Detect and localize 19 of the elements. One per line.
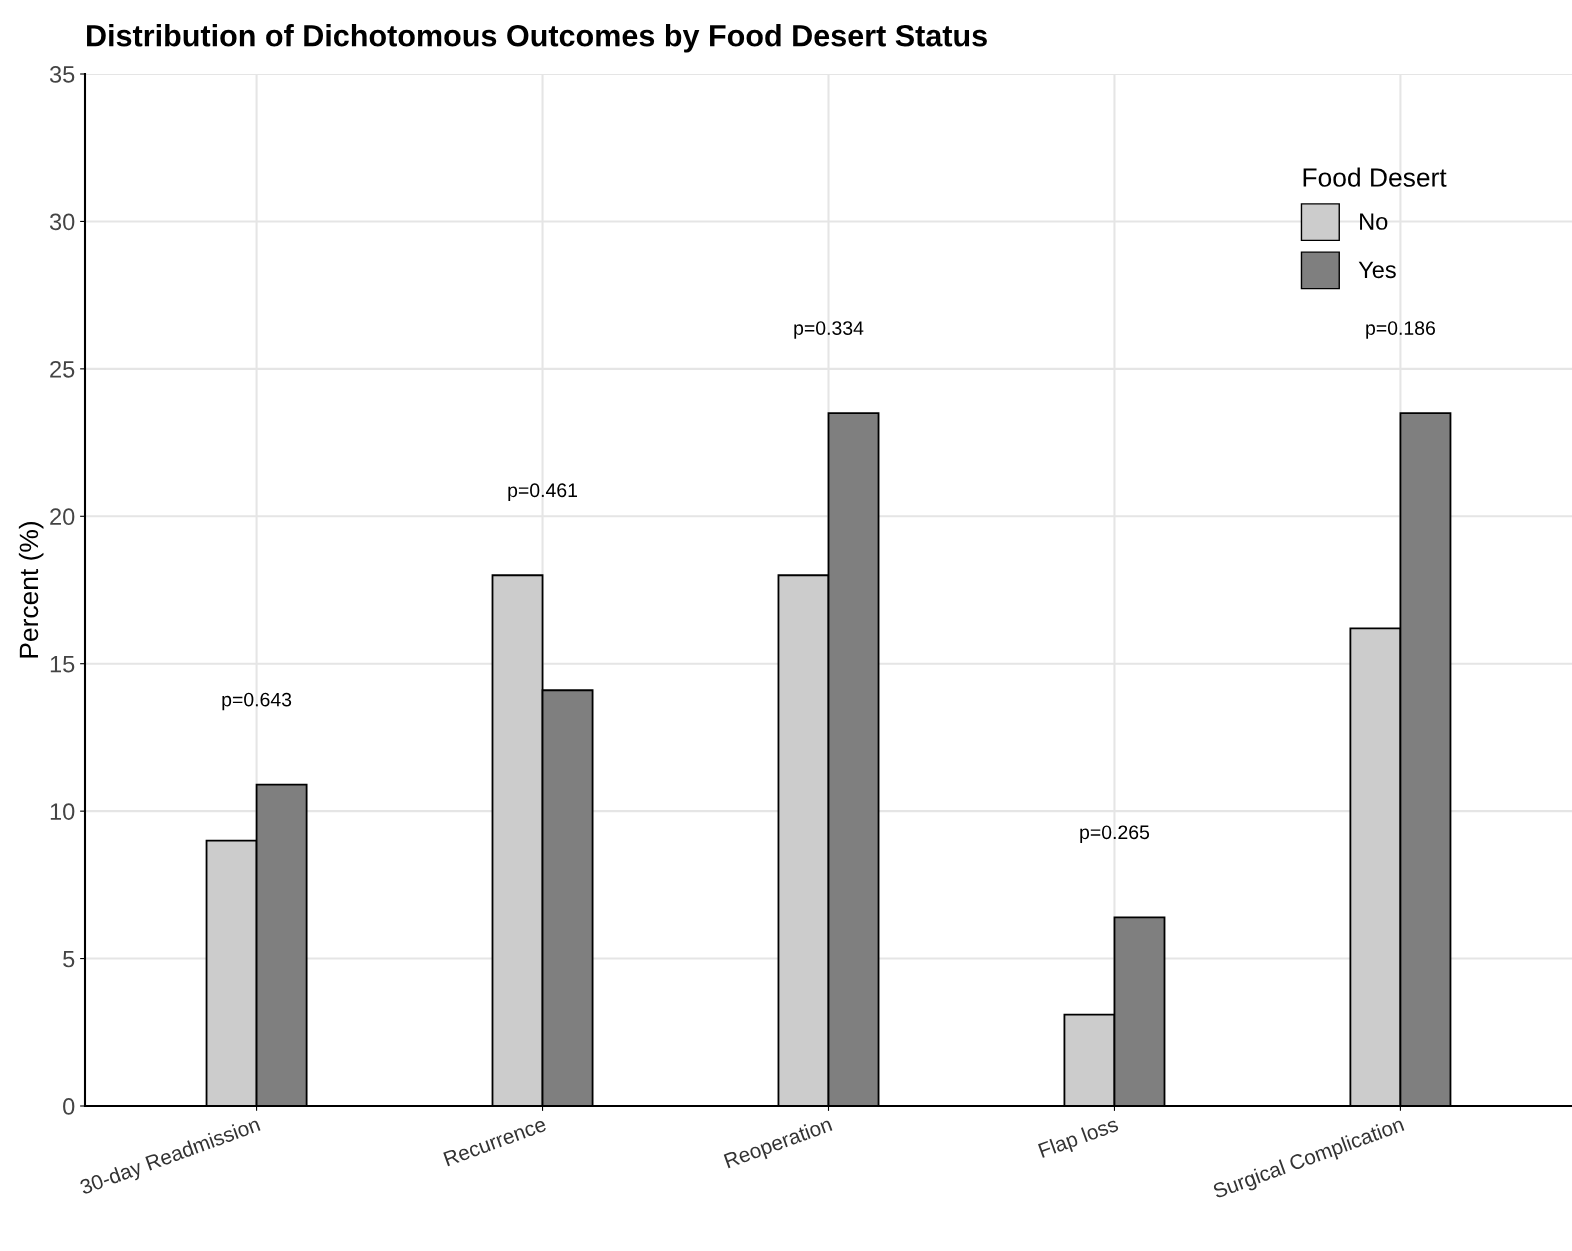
annotation: p=0.186	[1366, 321, 1435, 339]
y-tick-label: 5	[63, 950, 75, 968]
y-tick-label: 10	[50, 803, 75, 820]
legend-title: Food Desert	[1303, 167, 1447, 187]
y-tick-label: 30	[49, 213, 75, 231]
y-tick-label: 0	[63, 1098, 75, 1115]
x-tick-label: Flap loss	[1037, 1115, 1121, 1162]
y-tick-label: 25	[50, 360, 75, 378]
annotation: p=0.334	[794, 321, 864, 339]
y-tick-label: 20	[50, 508, 75, 526]
y-tick-label: 35	[49, 66, 75, 83]
y-tick-label: 15	[50, 656, 75, 673]
annotation: p=0.265	[1080, 825, 1150, 844]
legend-label: Yes	[1358, 261, 1396, 279]
annotation: p=0.643	[222, 692, 292, 711]
chart-title: Distribution of Dichotomous Outcomes by Food Desert Status	[87, 24, 987, 53]
annotation: p=0.461	[508, 483, 578, 501]
y-axis-title: Percent (%)	[18, 521, 44, 658]
legend-label: No	[1360, 213, 1388, 230]
